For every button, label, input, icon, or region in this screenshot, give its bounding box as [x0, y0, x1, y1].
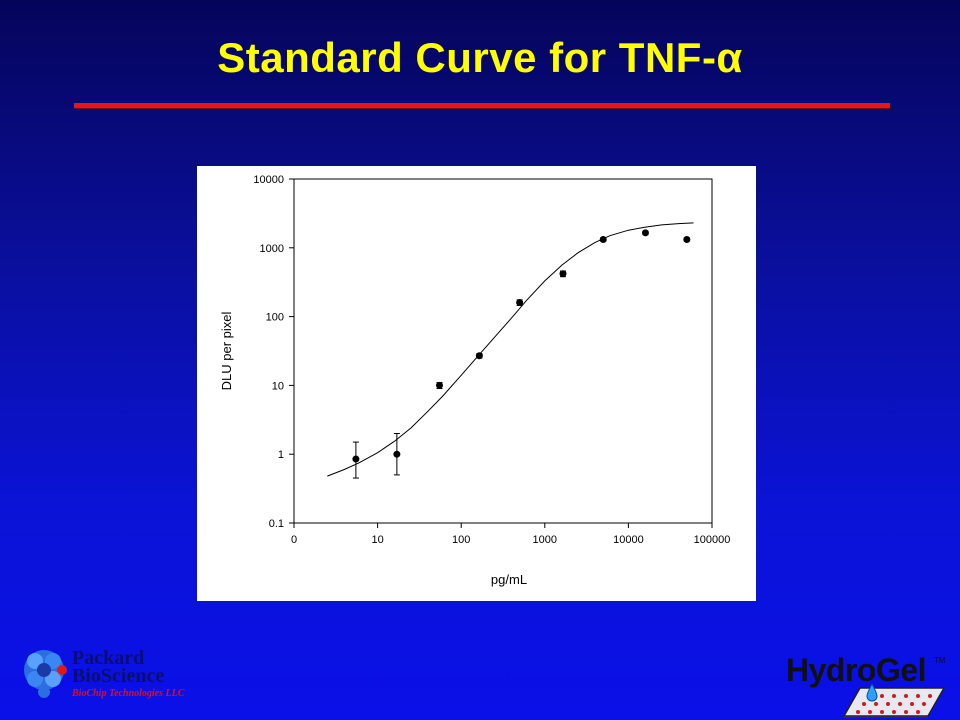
standard-curve-chart: 0 10 100 1000 10000 100000 0.1 1 10 100 1000 10000…	[219, 174, 730, 587]
data-point	[559, 270, 567, 278]
fit-curve-layer	[327, 222, 694, 477]
molecule-logo-icon	[24, 650, 67, 698]
data-point	[683, 236, 691, 244]
data-point	[599, 236, 607, 244]
data-point	[393, 450, 401, 458]
x-tick-label: 1000	[533, 534, 557, 546]
x-axis-ticks: 0 10 100 1000 10000 100000	[291, 523, 730, 546]
error-bars-layer	[352, 230, 690, 479]
chart-panel: 0 10 100 1000 10000 100000 0.1 1 10 100 1000 10000…	[197, 166, 756, 601]
x-axis-title: pg/mL	[491, 572, 527, 587]
y-tick-label: 1	[278, 449, 284, 461]
x-tick-label: 0	[291, 534, 297, 546]
logo-packard-text: Packard	[72, 647, 145, 669]
slide-title: Standard Curve for TNF-α	[217, 34, 743, 81]
data-points-layer	[352, 229, 691, 463]
y-tick-label: 1000	[260, 243, 284, 255]
logo-bioscience-text: BioScience	[72, 665, 165, 687]
x-tick-label: 100000	[694, 534, 731, 546]
plot-frame	[293, 178, 713, 524]
y-tick-label: 10000	[253, 174, 284, 186]
x-tick-label: 100	[452, 534, 470, 546]
hydrogel-logo: HydroGel TM	[786, 652, 946, 720]
y-axis-title: DLU per pixel	[219, 312, 234, 391]
y-tick-label: 0.1	[269, 518, 284, 530]
hydrogel-trademark: TM	[934, 656, 946, 665]
logo-biochip-text: BioChip Technologies LLC	[72, 688, 185, 699]
biochip-slide-icon	[842, 682, 946, 718]
y-tick-label: 10	[272, 380, 284, 392]
data-point	[641, 229, 649, 237]
data-point	[516, 299, 524, 307]
y-axis-ticks: 0.1 1 10 100 1000 10000	[253, 174, 294, 530]
x-tick-label: 10	[371, 534, 383, 546]
x-tick-label: 10000	[613, 534, 644, 546]
title-divider	[74, 103, 890, 108]
data-point	[352, 455, 360, 463]
hydrogel-wordmark: HydroGel	[786, 652, 927, 688]
fit-curve-line	[327, 222, 694, 477]
y-tick-label: 100	[266, 312, 284, 324]
data-point	[475, 352, 483, 360]
packard-bioscience-logo: Packard BioScience BioChip Technologies …	[22, 646, 222, 706]
data-point	[435, 381, 443, 389]
